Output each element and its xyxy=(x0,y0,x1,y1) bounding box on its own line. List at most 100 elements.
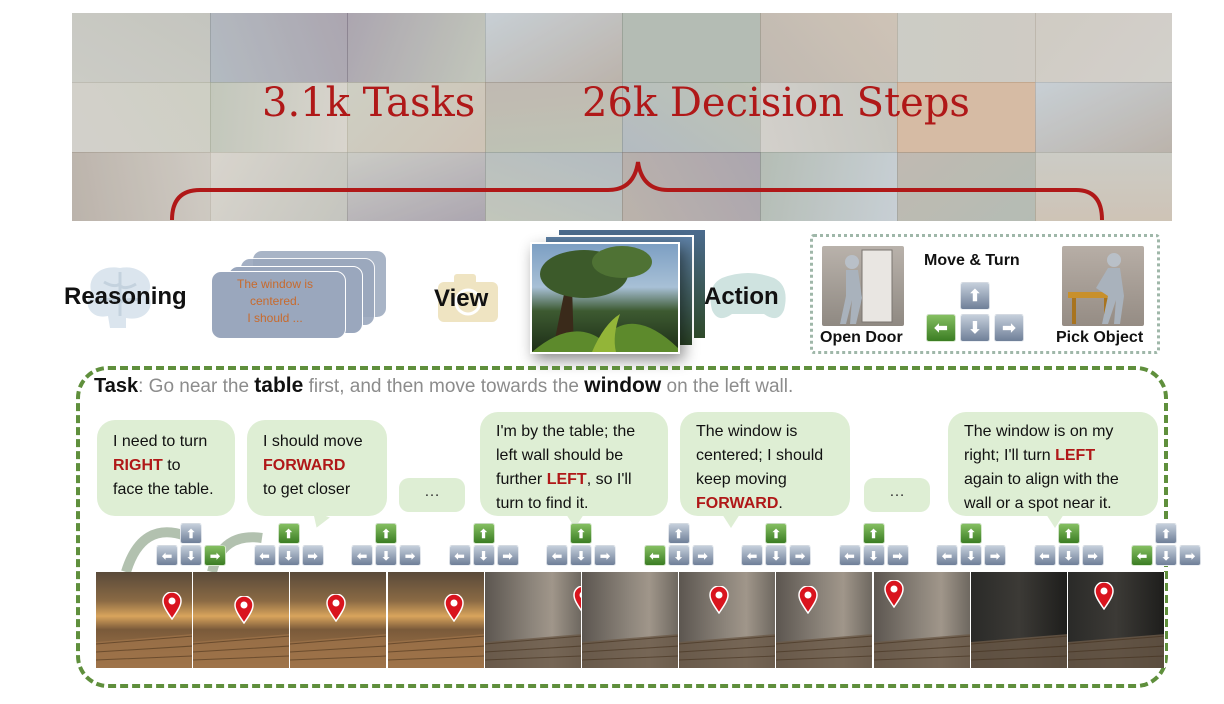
move-forward-key: ⬆ xyxy=(960,282,990,310)
scene-thumbnail xyxy=(759,82,898,153)
scene-thumbnail xyxy=(622,13,761,84)
step-10-right-key: ➡ xyxy=(1081,545,1104,566)
step-8-right-key: ➡ xyxy=(886,545,909,566)
tree-scene-image xyxy=(532,246,678,354)
step-2-right-key: ➡ xyxy=(301,545,324,566)
tasks-count-label: 3.1k Tasks xyxy=(262,80,476,126)
scene-thumbnail xyxy=(347,82,486,153)
observation-frame xyxy=(290,572,388,668)
step-8-left-key: ⬅ xyxy=(838,545,861,566)
step-4-right-key: ➡ xyxy=(496,545,519,566)
target-pin-icon xyxy=(883,580,904,608)
scene-thumbnail xyxy=(1034,13,1172,84)
step-9-right-key: ➡ xyxy=(984,545,1006,566)
reasoning-bubble-4: The window is centered; I should keep mo… xyxy=(680,412,850,516)
step-10-up-key: ⬆ xyxy=(1057,523,1080,544)
scene-thumbnail xyxy=(1034,151,1172,221)
step-3-down-key: ⬇ xyxy=(375,545,397,566)
target-pin-icon xyxy=(443,594,464,622)
step-9-down-key: ⬇ xyxy=(960,545,982,566)
scene-thumbnail xyxy=(897,13,1036,84)
step-3-left-key: ⬅ xyxy=(351,545,373,566)
step-6-right-key: ➡ xyxy=(691,545,714,566)
scene-thumbnail xyxy=(484,82,623,153)
move-turn-label: Move & Turn xyxy=(924,252,1020,269)
observation-frame xyxy=(484,572,582,668)
scene-thumbnail xyxy=(897,151,1036,221)
observation-frame xyxy=(1068,572,1165,668)
step-9-left-key: ⬅ xyxy=(936,545,958,566)
step-5-up-key: ⬆ xyxy=(570,523,592,544)
summary-brace xyxy=(170,161,1104,221)
scene-thumbnail xyxy=(72,82,211,153)
observation-frame xyxy=(96,572,193,668)
step-11-up-key: ⬆ xyxy=(1155,523,1177,544)
scene-thumbnail xyxy=(347,151,486,221)
scene-thumbnail xyxy=(897,82,1036,153)
reasoning-ellipsis-1: … xyxy=(399,478,465,512)
reasoning-example-text: The window is centered. I should ... xyxy=(236,277,314,325)
step-5-left-key: ⬅ xyxy=(546,545,568,566)
target-pin-icon xyxy=(326,594,347,622)
step-1-right-key: ➡ xyxy=(204,545,226,566)
reasoning-bubble-1: I need to turn RIGHT to face the table. xyxy=(97,420,235,516)
reasoning-label: Reasoning xyxy=(64,283,187,310)
reasoning-bubble-5: The window is on my right; I'll turn LEF… xyxy=(948,412,1158,516)
open-door-image xyxy=(822,246,904,326)
step-7-up-key: ⬆ xyxy=(765,523,787,544)
scene-thumbnail xyxy=(1034,82,1172,153)
scene-thumbnail xyxy=(759,13,898,84)
brain-icon xyxy=(87,267,151,328)
pick-object-image xyxy=(1062,246,1144,326)
scene-thumbnail xyxy=(209,151,348,221)
scene-thumbnail xyxy=(484,13,623,84)
camera-icon xyxy=(438,274,498,322)
step-3-up-key: ⬆ xyxy=(375,523,397,544)
task-instruction: Task: Go near the table first, and then … xyxy=(94,374,794,397)
step-11-down-key: ⬇ xyxy=(1155,545,1177,566)
observation-frame xyxy=(582,572,679,668)
step-4-up-key: ⬆ xyxy=(472,523,495,544)
observation-frame xyxy=(970,572,1068,668)
step-11-right-key: ➡ xyxy=(1179,545,1201,566)
step-1-up-key: ⬆ xyxy=(180,523,202,544)
step-10-left-key: ⬅ xyxy=(1033,545,1056,566)
step-2-left-key: ⬅ xyxy=(253,545,276,566)
move-backward-key: ⬇ xyxy=(960,314,990,342)
observation-frame xyxy=(873,572,971,668)
step-6-left-key: ⬅ xyxy=(643,545,666,566)
decision-steps-label: 26k Decision Steps xyxy=(582,80,970,126)
step-8-down-key: ⬇ xyxy=(862,545,885,566)
step-1-down-key: ⬇ xyxy=(180,545,202,566)
target-pin-icon xyxy=(573,586,581,612)
step-11-left-key: ⬅ xyxy=(1131,545,1153,566)
step-5-down-key: ⬇ xyxy=(570,545,592,566)
step-10-down-key: ⬇ xyxy=(1057,545,1080,566)
step-5-right-key: ➡ xyxy=(594,545,616,566)
action-label: Action xyxy=(704,283,779,310)
scene-thumbnail xyxy=(209,82,348,153)
scene-thumbnail xyxy=(347,13,486,84)
target-pin-icon xyxy=(798,586,819,614)
scene-collage-banner xyxy=(72,13,1172,221)
scene-thumbnail xyxy=(622,82,761,153)
scene-thumbnail xyxy=(72,151,211,221)
open-door-label: Open Door xyxy=(820,329,903,346)
observation-frame xyxy=(776,572,874,668)
step-6-down-key: ⬇ xyxy=(667,545,690,566)
observation-frame xyxy=(679,572,777,668)
scene-thumbnail xyxy=(622,151,761,221)
scene-thumbnail xyxy=(72,13,211,84)
target-pin-icon xyxy=(709,586,729,614)
step-2-up-key: ⬆ xyxy=(277,523,300,544)
view-label: View xyxy=(434,285,489,312)
reasoning-ellipsis-2: … xyxy=(864,478,930,512)
target-pin-icon xyxy=(162,592,182,620)
target-pin-icon xyxy=(1094,582,1114,610)
step-7-left-key: ⬅ xyxy=(741,545,763,566)
turn-left-key: ⬅ xyxy=(926,314,956,342)
step-4-left-key: ⬅ xyxy=(448,545,471,566)
step-4-down-key: ⬇ xyxy=(472,545,495,566)
observation-frame xyxy=(193,572,291,668)
scene-thumbnail xyxy=(484,151,623,221)
